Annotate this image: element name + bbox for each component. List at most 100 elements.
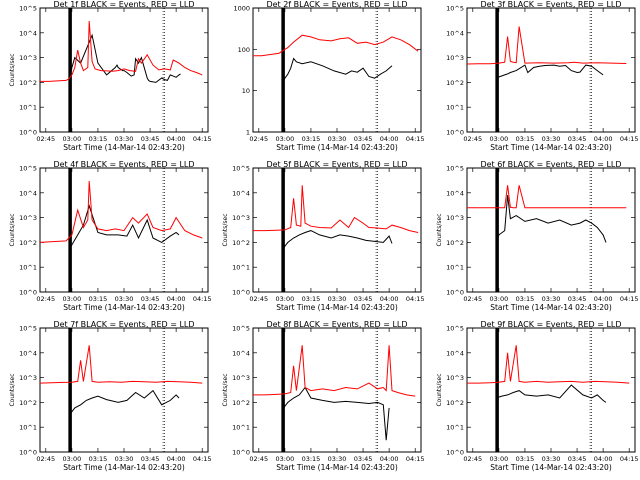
y-tick-label: 1000 [233, 5, 250, 13]
x-tick-label: 04:00 [167, 135, 186, 143]
x-tick-label: 03:45 [354, 455, 373, 463]
series-events-line [495, 64, 604, 79]
y-tick-label: 10^3 [446, 54, 464, 62]
x-tick-label: 03:30 [542, 135, 561, 143]
series-lld-line [39, 345, 203, 384]
y-axis-label: Counts/sec [9, 213, 16, 246]
x-tick-label: 04:15 [406, 295, 425, 303]
series-events-line [68, 33, 181, 84]
chart-panel-2: Det 2f BLACK = Events, RED = LLD 1 10 100 10… [233, 0, 424, 152]
y-tick-label: 10^0 [446, 289, 464, 297]
y-tick-label: 10^0 [19, 129, 37, 137]
y-tick-label: 10^1 [232, 424, 250, 432]
y-tick-label: 10^2 [19, 239, 37, 247]
x-tick-label: 02:45 [36, 135, 55, 143]
x-tick-label: 04:15 [193, 455, 212, 463]
y-tick-label: 100 [238, 46, 250, 54]
y-axis-label: Counts/sec [222, 373, 229, 406]
y-tick-label: 10^2 [19, 79, 37, 87]
y-tick-label: 10^4 [446, 189, 464, 197]
y-tick-label: 10^5 [232, 325, 250, 333]
y-tick-label: 10^2 [19, 399, 37, 407]
x-tick-label: 04:15 [193, 135, 212, 143]
y-tick-label: 10^5 [19, 5, 37, 13]
y-tick-label: 10^0 [446, 129, 464, 137]
series-events-line [281, 386, 390, 441]
x-tick-label: 03:30 [115, 455, 134, 463]
x-tick-label: 03:00 [275, 295, 294, 303]
chart-panel-9: Det 9f BLACK = Events, RED = LLD 10^0 10^1… [436, 320, 639, 472]
x-tick-label: 04:15 [406, 135, 425, 143]
x-tick-label: 03:15 [302, 455, 321, 463]
plot-frame [466, 7, 636, 133]
y-tick-label: 10^3 [232, 214, 250, 222]
chart-panel-7: Det 7f BLACK = Events, RED = LLD 10^0 10^1… [9, 320, 212, 472]
x-tick-label: 03:00 [275, 135, 294, 143]
x-tick-label: 03:45 [568, 135, 587, 143]
x-tick-label: 03:45 [568, 295, 587, 303]
x-tick-label: 02:45 [249, 455, 268, 463]
series-lld-line [467, 345, 630, 384]
series-events-line [495, 195, 607, 243]
x-axis-label: Start Time (14-Mar-14 02:43:20) [276, 303, 398, 312]
panel-title: Det 4f BLACK = Events, RED = LLD [53, 160, 194, 169]
y-tick-label: 10^3 [446, 374, 464, 382]
plot-frame [466, 167, 636, 293]
x-tick-label: 03:45 [141, 455, 160, 463]
x-tick-label: 03:15 [302, 135, 321, 143]
y-tick-label: 10^5 [232, 165, 250, 173]
y-tick-label: 10^1 [232, 264, 250, 272]
y-axis-label: Counts/sec [9, 373, 16, 406]
x-tick-label: 03:15 [516, 295, 535, 303]
y-tick-label: 10^4 [19, 349, 37, 357]
plot-frame [39, 7, 209, 133]
series-lld-line [40, 20, 203, 82]
series-events-line [68, 389, 180, 416]
y-tick-label: 10^4 [19, 29, 37, 37]
y-tick-label: 10^4 [446, 349, 464, 357]
y-tick-label: 10^1 [446, 264, 464, 272]
x-tick-label: 04:00 [380, 455, 399, 463]
panel-title: Det 2f BLACK = Events, RED = LLD [266, 0, 407, 9]
x-axis-label: Start Time (14-Mar-14 02:43:20) [490, 303, 612, 312]
y-tick-label: 10^0 [232, 449, 250, 457]
x-tick-label: 03:30 [115, 135, 134, 143]
y-tick-label: 10^3 [446, 214, 464, 222]
panel-title: Det 7f BLACK = Events, RED = LLD [53, 320, 194, 329]
x-tick-label: 03:45 [354, 295, 373, 303]
y-tick-label: 10^5 [446, 165, 464, 173]
x-tick-label: 03:30 [115, 295, 134, 303]
y-tick-label: 10^0 [446, 449, 464, 457]
x-tick-label: 04:15 [620, 455, 639, 463]
series-lld-line [253, 34, 419, 57]
x-tick-label: 04:00 [594, 455, 613, 463]
series-events-line [495, 384, 607, 403]
x-axis-label: Start Time (14-Mar-14 02:43:20) [63, 143, 185, 152]
y-tick-label: 10^3 [19, 54, 37, 62]
y-tick-label: 10^5 [446, 5, 464, 13]
x-axis-label: Start Time (14-Mar-14 02:43:20) [276, 463, 398, 472]
series-events-line [281, 57, 393, 84]
y-tick-label: 10^3 [232, 374, 250, 382]
x-tick-label: 02:45 [249, 135, 268, 143]
series-events-line [68, 204, 180, 251]
y-tick-label: 10 [242, 87, 250, 95]
x-tick-label: 03:15 [89, 135, 108, 143]
x-axis-label: Start Time (14-Mar-14 02:43:20) [490, 143, 612, 152]
x-tick-label: 03:30 [328, 135, 347, 143]
chart-panel-1: Det 1f BLACK = Events, RED = LLD 10^0 10^1… [9, 0, 212, 152]
x-tick-label: 03:15 [89, 295, 108, 303]
x-tick-label: 04:00 [380, 295, 399, 303]
x-tick-label: 04:00 [594, 135, 613, 143]
x-tick-label: 03:45 [568, 455, 587, 463]
y-tick-label: 10^3 [19, 374, 37, 382]
plot-frame [39, 327, 209, 453]
x-tick-label: 03:00 [489, 295, 508, 303]
series-lld-line [466, 26, 627, 65]
x-tick-label: 03:30 [542, 455, 561, 463]
x-tick-label: 02:45 [36, 295, 55, 303]
chart-panel-5: Det 5f BLACK = Events, RED = LLD 10^0 10^1… [222, 160, 425, 312]
series-events-line [281, 230, 393, 251]
x-tick-label: 03:45 [141, 295, 160, 303]
